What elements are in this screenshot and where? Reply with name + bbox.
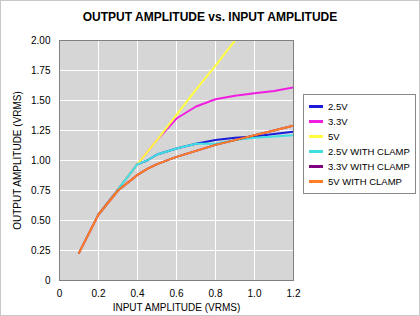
- svg-text:OUTPUT AMPLITUDE (VRMS): OUTPUT AMPLITUDE (VRMS): [12, 91, 23, 230]
- svg-text:0.8: 0.8: [209, 288, 223, 299]
- html-text:5V: 5V: [328, 131, 340, 142]
- svg-text:0.50: 0.50: [31, 215, 51, 226]
- html-text:OUTPUT AMPLITUDE vs. INPUT AMP: OUTPUT AMPLITUDE vs. INPUT AMPLITUDE: [82, 10, 338, 24]
- svg-text:1.2: 1.2: [287, 288, 301, 299]
- svg-text:0.25: 0.25: [31, 245, 51, 256]
- svg-text:0: 0: [57, 288, 63, 299]
- svg-text:0.6: 0.6: [170, 288, 184, 299]
- html-text:2.5V WITH CLAMP: 2.5V WITH CLAMP: [328, 146, 410, 157]
- svg-text:0: 0: [45, 275, 51, 286]
- html-text:3.3V WITH CLAMP: 3.3V WITH CLAMP: [328, 161, 410, 172]
- svg-text:0.75: 0.75: [31, 185, 51, 196]
- svg-text:INPUT AMPLITUDE (VRMS): INPUT AMPLITUDE (VRMS): [113, 302, 241, 313]
- svg-text:1.00: 1.00: [31, 155, 51, 166]
- html-text:5V WITH CLAMP: 5V WITH CLAMP: [328, 176, 402, 187]
- svg-text:1.0: 1.0: [248, 288, 262, 299]
- svg-text:2.00: 2.00: [31, 35, 51, 46]
- svg-text:0.2: 0.2: [92, 288, 106, 299]
- html-text:3.3V: 3.3V: [328, 116, 348, 127]
- svg-text:1.75: 1.75: [31, 65, 51, 76]
- html-text:2.5V: 2.5V: [328, 101, 348, 112]
- svg-text:0.4: 0.4: [131, 288, 145, 299]
- svg-text:1.25: 1.25: [31, 125, 51, 136]
- svg-text:1.50: 1.50: [31, 95, 51, 106]
